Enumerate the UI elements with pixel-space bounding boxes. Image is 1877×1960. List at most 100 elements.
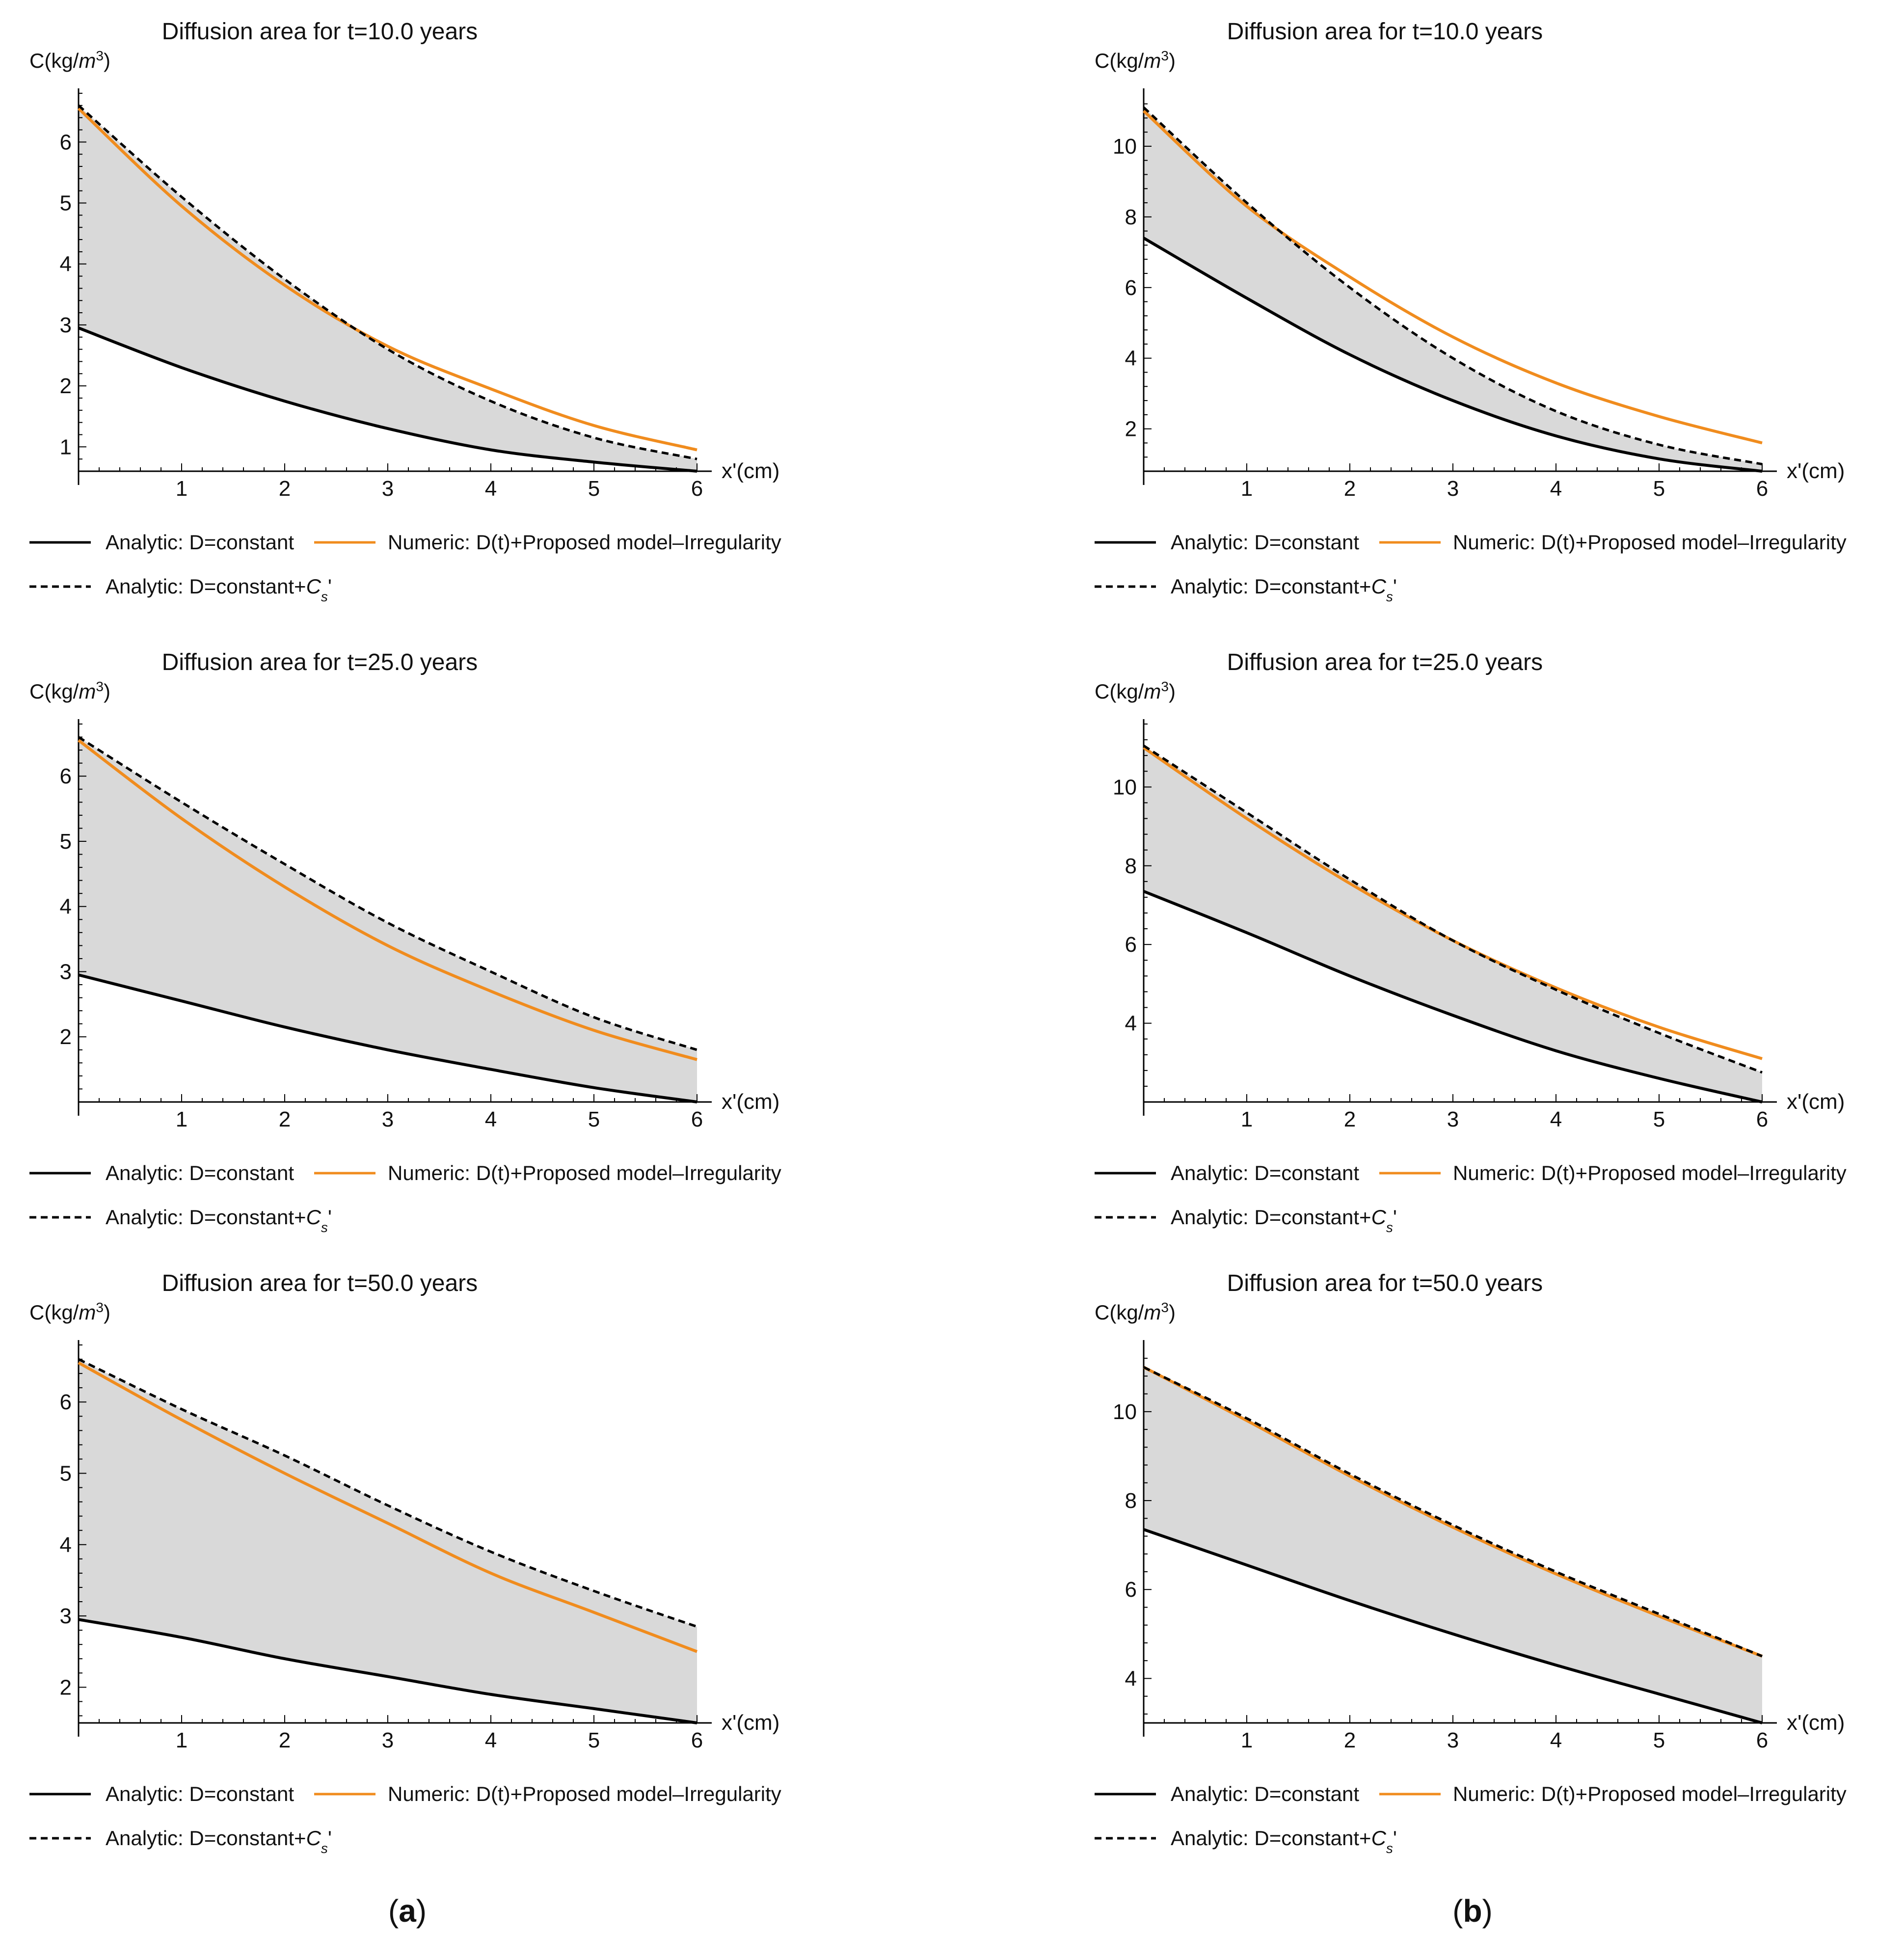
legend-label-analytic: Analytic: D=constant <box>106 531 294 554</box>
y-tick-label: 6 <box>60 130 72 154</box>
legend-dashed-subscript: s <box>1386 1220 1393 1235</box>
y-tick-label: 4 <box>1125 1666 1137 1691</box>
y-axis-label-suffix: ) <box>1169 1301 1176 1324</box>
legend-dashed-suffix: ' <box>1393 575 1397 598</box>
y-tick-label: 6 <box>1125 1578 1137 1602</box>
series-numeric-line <box>78 739 697 1061</box>
chart-b-2: Diffusion area for t=25.0 yearsC(kg/m3)1… <box>1095 649 1847 1235</box>
x-axis-label: x'(cm) <box>722 1090 779 1114</box>
panel-caption-b: (b) <box>1452 1893 1493 1929</box>
shaded-diffusion-area <box>79 1359 697 1723</box>
y-axis-label: C(kg/m3) <box>1095 1300 1176 1324</box>
legend-dashed-prefix: Analytic: D=constant+ <box>1171 1206 1371 1229</box>
legend-dashed-subscript: s <box>321 1841 328 1856</box>
chart-a-3: Diffusion area for t=50.0 yearsC(kg/m3)1… <box>29 1270 781 1856</box>
series-numeric-line <box>78 1361 698 1653</box>
x-tick-label: 1 <box>1241 1728 1253 1752</box>
y-tick-label: 4 <box>60 252 72 276</box>
legend-dashed-suffix: ' <box>328 1206 332 1229</box>
y-axis-label-sup: 3 <box>96 679 104 694</box>
x-tick-label: 6 <box>1756 1728 1768 1752</box>
y-tick-label: 5 <box>60 1462 72 1486</box>
x-tick-label: 4 <box>1550 477 1562 501</box>
legend-label-numeric: Numeric: D(t)+Proposed model–Irregularit… <box>388 1782 781 1805</box>
y-tick-label: 5 <box>60 191 72 215</box>
x-tick-label: 6 <box>1756 1107 1768 1131</box>
series-analytic-cs-dashed-line <box>78 1358 697 1628</box>
caption-letter: a <box>399 1893 416 1929</box>
legend-dashed-subscript: s <box>1386 589 1393 604</box>
series-analytic-cs-dashed-line <box>1143 1366 1763 1658</box>
caption-close-paren: ) <box>1482 1893 1493 1929</box>
y-tick-label: 3 <box>60 313 72 337</box>
chart-title: Diffusion area for t=10.0 years <box>162 19 478 45</box>
legend-dashed-subscript: s <box>321 1220 328 1235</box>
legend-dashed-prefix: Analytic: D=constant+ <box>106 575 306 598</box>
caption-open-paren: ( <box>388 1893 399 1929</box>
legend-label-dashed: Analytic: D=constant+Cs' <box>106 1206 332 1235</box>
x-axis-label: x'(cm) <box>1787 1711 1845 1735</box>
caption-open-paren: ( <box>1452 1893 1463 1929</box>
x-tick-label: 3 <box>382 1728 394 1752</box>
x-tick-label: 2 <box>1344 1107 1356 1131</box>
legend-label-numeric: Numeric: D(t)+Proposed model–Irregularit… <box>1453 1782 1847 1805</box>
legend-dashed-symbol: C <box>306 575 322 598</box>
x-tick-label: 2 <box>1344 1728 1356 1752</box>
y-axis-label-unit: m <box>79 1301 96 1324</box>
y-axis-label-suffix: ) <box>1169 49 1176 72</box>
chart-title: Diffusion area for t=25.0 years <box>162 649 478 675</box>
legend-label-dashed: Analytic: D=constant+Cs' <box>1171 575 1397 604</box>
caption-letter: b <box>1463 1893 1482 1929</box>
x-tick-label: 1 <box>176 477 188 501</box>
series-analytic-line <box>1143 237 1763 473</box>
x-tick-label: 4 <box>485 1728 497 1752</box>
series-analytic-line <box>78 973 697 1103</box>
x-tick-label: 4 <box>485 477 497 501</box>
x-tick-label: 2 <box>1344 477 1356 501</box>
shaded-diffusion-area <box>79 737 697 1102</box>
shaded-diffusion-area <box>1144 1367 1762 1723</box>
legend-label-numeric: Numeric: D(t)+Proposed model–Irregularit… <box>1453 531 1847 554</box>
y-axis-label-prefix: C(kg/ <box>1095 1301 1144 1324</box>
chart-title: Diffusion area for t=50.0 years <box>1227 1270 1543 1296</box>
x-tick-label: 5 <box>1653 477 1665 501</box>
series-analytic-line <box>78 326 697 473</box>
y-tick-label: 8 <box>1125 205 1137 229</box>
legend-dashed-prefix: Analytic: D=constant+ <box>1171 575 1371 598</box>
chart-a-1: Diffusion area for t=10.0 yearsC(kg/m3)1… <box>29 19 781 604</box>
y-axis-label-sup: 3 <box>1161 679 1169 694</box>
x-axis-label: x'(cm) <box>722 1711 779 1735</box>
y-tick-label: 4 <box>60 1533 72 1557</box>
x-tick-label: 4 <box>485 1107 497 1131</box>
legend-dashed-suffix: ' <box>328 1826 332 1850</box>
legend-dashed-prefix: Analytic: D=constant+ <box>106 1826 306 1850</box>
x-axis-label: x'(cm) <box>1787 459 1845 483</box>
x-tick-label: 6 <box>691 1107 703 1131</box>
y-axis-label-sup: 3 <box>1161 1300 1169 1315</box>
chart-a-2: Diffusion area for t=25.0 yearsC(kg/m3)1… <box>29 649 781 1235</box>
y-tick-label: 3 <box>60 960 72 984</box>
series-analytic-cs-dashed-line <box>1143 106 1763 466</box>
chart-title: Diffusion area for t=10.0 years <box>1227 19 1543 45</box>
legend-label-analytic: Analytic: D=constant <box>1171 531 1359 554</box>
legend-label-numeric: Numeric: D(t)+Proposed model–Irregularit… <box>388 531 781 554</box>
legend-label-analytic: Analytic: D=constant <box>106 1161 294 1184</box>
y-axis-label-unit: m <box>1144 680 1161 703</box>
y-axis-label-suffix: ) <box>1169 680 1176 703</box>
x-tick-label: 6 <box>691 477 703 501</box>
y-tick-label: 6 <box>60 764 72 788</box>
legend-label-dashed: Analytic: D=constant+Cs' <box>106 575 332 604</box>
x-tick-label: 1 <box>176 1107 188 1131</box>
x-tick-label: 1 <box>176 1728 188 1752</box>
legend-dashed-subscript: s <box>321 589 328 604</box>
x-tick-label: 3 <box>1447 1107 1459 1131</box>
y-axis-label-prefix: C(kg/ <box>29 49 79 72</box>
x-tick-label: 5 <box>588 1107 600 1131</box>
legend-label-dashed: Analytic: D=constant+Cs' <box>1171 1206 1397 1235</box>
y-tick-label: 8 <box>1125 1489 1137 1513</box>
x-axis-label: x'(cm) <box>722 459 779 483</box>
legend-dashed-suffix: ' <box>328 575 332 598</box>
y-axis-label-unit: m <box>79 49 96 72</box>
y-axis-label-unit: m <box>1144 1301 1161 1324</box>
